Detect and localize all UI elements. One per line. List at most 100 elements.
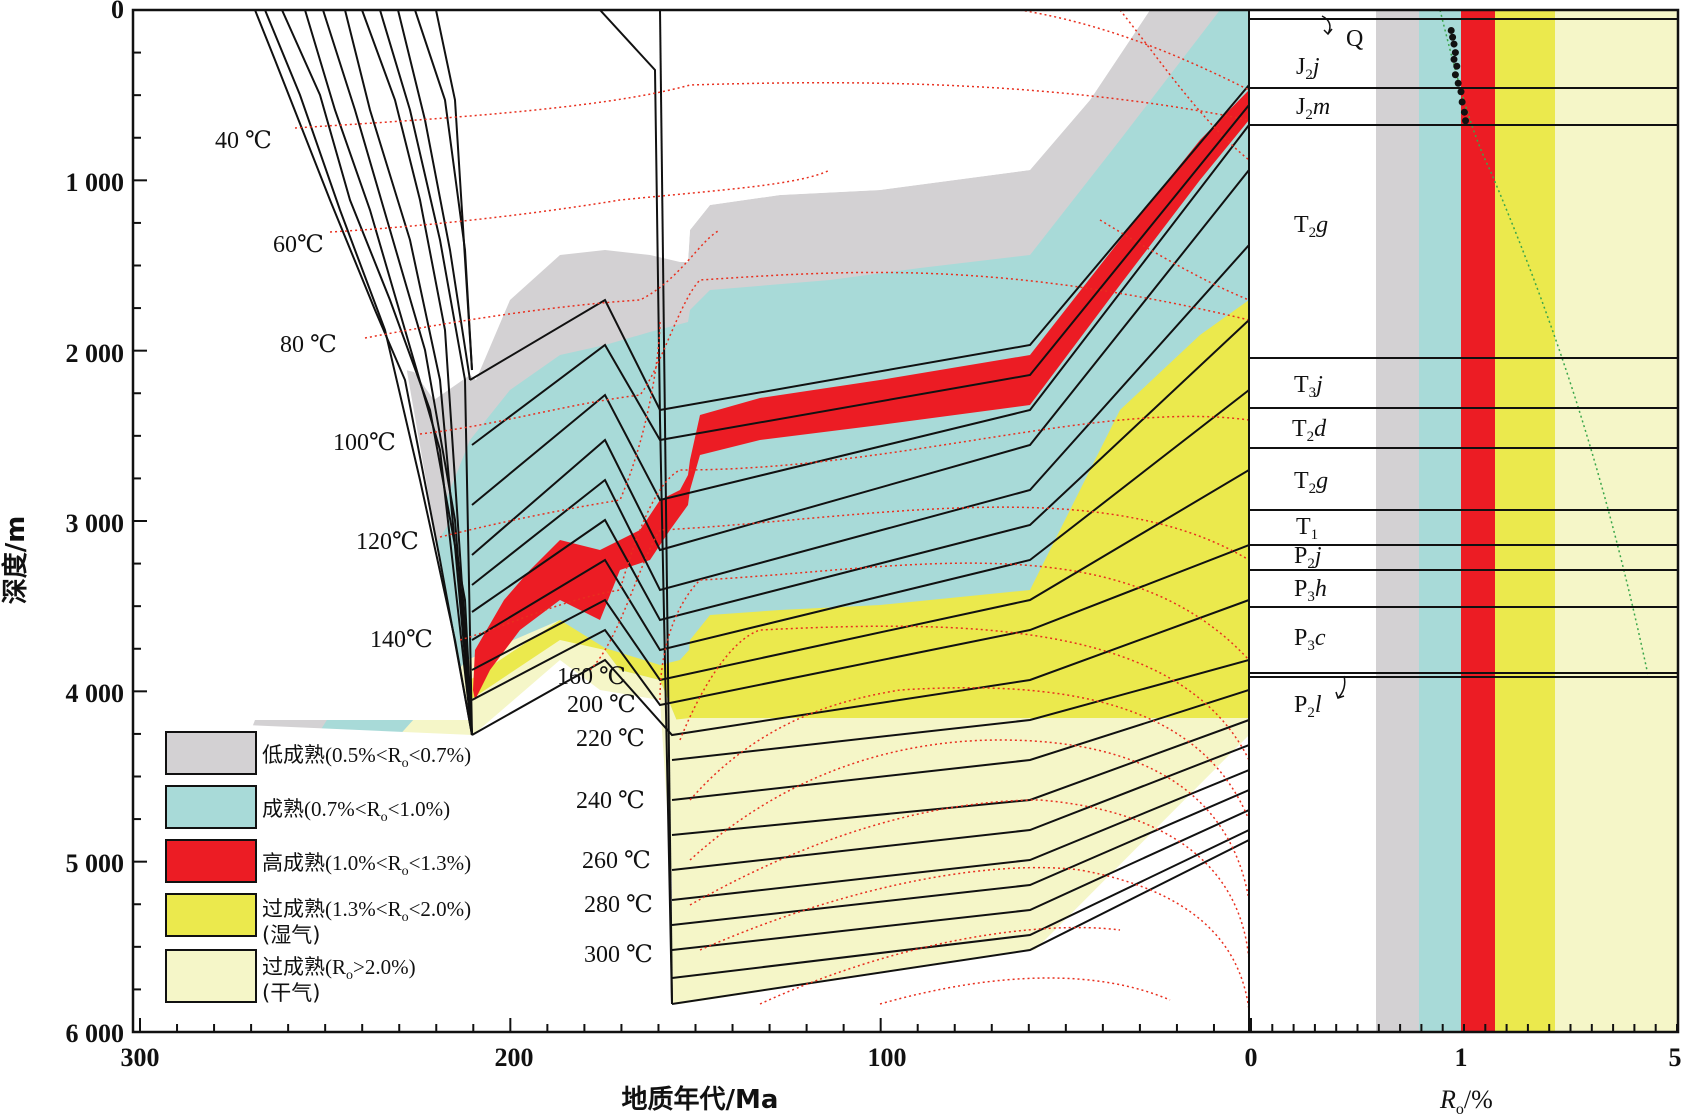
isotherm [699,866,1249,1011]
isotherm [679,625,1249,761]
measured-ro-point [1450,40,1458,48]
isotherm-label: 220 ℃ [576,726,645,752]
strat-label: P3h [1294,576,1327,605]
burial-curve [471,124,1249,506]
burial-curve [414,10,473,371]
y-tick-label: 3 000 [66,509,125,538]
isotherm-label: 260 ℃ [582,848,651,874]
burial-curve [264,10,473,736]
burial-curve [361,10,473,736]
strat-label: J2j [1296,54,1320,83]
burial-curve [435,10,473,371]
zone-high-mature [473,90,1249,700]
strat-label: P2j [1294,543,1322,572]
x-tick-label: 100 [868,1043,907,1072]
y-tick-label: 5 000 [66,849,125,878]
burial-curve [471,599,1249,737]
isotherm [879,977,1171,1005]
y-tick-label: 4 000 [66,679,125,708]
isotherm [439,319,661,538]
uplift-curve [599,10,673,1005]
burial-curve [671,809,1249,951]
burial-curve [471,319,1249,622]
isotherm-label: 40 ℃ [215,128,272,154]
burial-curve [379,10,473,736]
isotherm [364,229,721,339]
y-tick-label: 6 000 [66,1019,125,1048]
burial-curve [397,10,471,381]
isotherm-label: 100℃ [333,430,396,456]
isotherm-label: 200 ℃ [567,692,636,718]
isotherms [294,10,1249,1011]
legend-label: 过成熟(1.3%<Ro<2.0%) [262,897,471,925]
strat-label: T2g [1294,468,1328,497]
burial-curve [671,789,1249,926]
strat-label: P2l [1294,692,1322,721]
burial-curve [671,744,1249,871]
legend-swatch-over-mature-wet [165,893,257,937]
burial-curve [471,244,1249,592]
y-axis-title: 深度/m [0,516,31,605]
zone-basement-bottom [133,660,1249,1032]
burial-curve [281,10,473,736]
isotherm-labels: 40 ℃ 60℃ 80 ℃ 100℃ 120℃ 140℃ 160 ℃ 200 ℃… [215,128,653,968]
isotherm [329,169,831,233]
burial-curve [471,544,1249,707]
burial-curve [254,10,473,736]
ro-band-low-mature [1376,10,1419,1032]
strat-label: T3j [1294,372,1323,401]
burial-curve [671,769,1249,901]
burial-curve [471,169,1249,556]
measured-ro-point [1453,62,1461,70]
strat-label: T2g [1294,212,1328,241]
x-tick-label: 300 [121,1043,160,1072]
y-tick-label: 1 000 [66,168,125,197]
measured-ro-point [1457,88,1465,96]
strat-boundaries [1249,18,1678,678]
legend-label: 低成熟(0.5%<Ro<0.7%) [262,743,471,771]
isotherm-label: 280 ℃ [584,892,653,918]
isotherm [459,415,1249,641]
legend-label: 成熟(0.7%<Ro<1.0%) [262,797,450,825]
legend-extra: (湿气) [262,923,320,947]
ro-tick-label: 5 [1669,1043,1682,1072]
isotherm-label: 80 ℃ [280,332,337,358]
isotherm [1099,219,1249,301]
deep-burial-fill [672,718,1249,1004]
ro-tick-label: 1 [1455,1043,1468,1072]
y-tick-label: 0 [111,0,124,24]
isotherm-label: 60℃ [273,232,324,258]
q-arrow [1321,15,1333,36]
legend-extra: (干气) [262,981,320,1005]
burial-curve [471,389,1249,652]
legend-swatch-high-mature [165,839,257,883]
isotherm [589,506,1249,671]
isotherm-label: 300 ℃ [584,942,653,968]
ro-axis-title: Ro/% [1439,1085,1493,1116]
isotherm [419,271,1249,435]
ro-band-high-mature [1461,10,1495,1032]
strat-label: P3c [1294,625,1326,654]
measured-ro-points [1447,26,1470,125]
burial-curve [322,10,473,736]
x-axis-ticks [139,1018,1678,1032]
burial-curve [671,689,1249,801]
burial-curve [671,719,1249,836]
y-tick-label: 2 000 [66,339,125,368]
burial-curve [344,10,473,736]
legend: 低成熟(0.5%<Ro<0.7%) 成熟(0.7%<Ro<1.0%) 高成熟(1… [165,731,471,1005]
ro-band-over-mature-dry [1555,10,1678,1032]
burial-curve [471,469,1249,682]
legend-label: 高成熟(1.0%<Ro<1.3%) [262,851,471,879]
pl-arrow [1335,675,1346,699]
burial-curve [304,10,473,736]
x-axis-title: 地质年代/Ma [622,1084,779,1115]
measured-ro-point [1447,26,1455,34]
burial-curves [254,10,1249,1005]
x-tick-label: 0 [1245,1043,1258,1072]
isotherm [294,81,1249,129]
burial-curve [671,829,1249,979]
legend-swatch-low-mature [165,731,257,775]
strat-label: T2d [1292,416,1327,445]
